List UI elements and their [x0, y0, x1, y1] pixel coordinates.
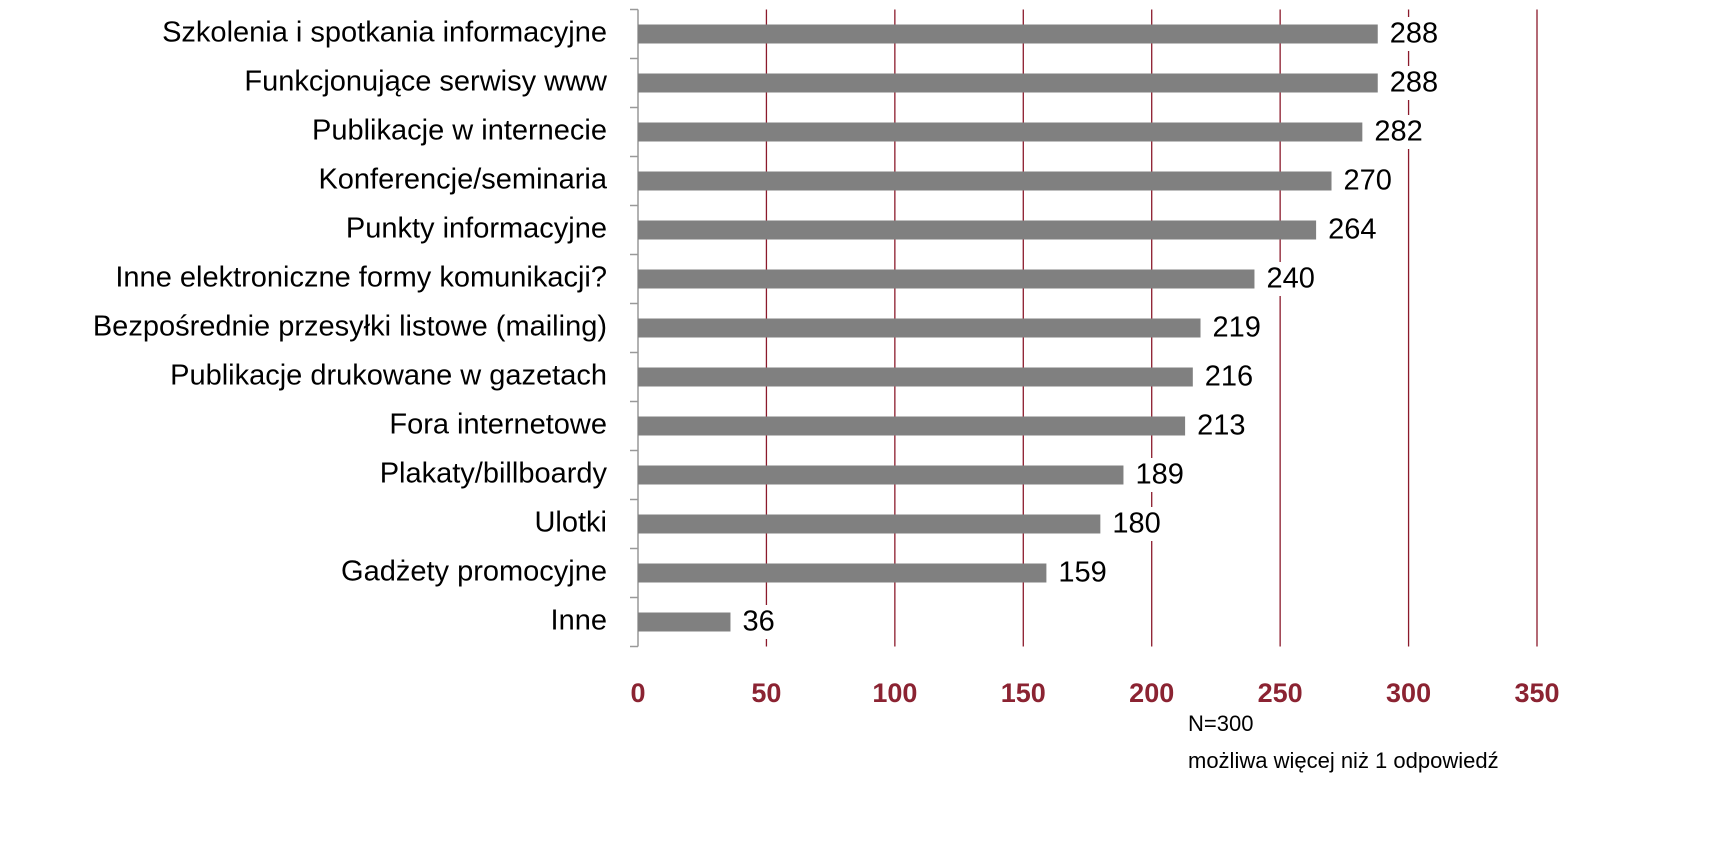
label-bg [1131, 458, 1191, 492]
value-label: 270 [1344, 165, 1392, 197]
label-bg [1054, 556, 1114, 590]
y-tick-label: Inne [551, 605, 607, 637]
value-label: 282 [1374, 116, 1422, 148]
value-label: 159 [1058, 557, 1106, 589]
bar [638, 24, 1378, 44]
value-label: 216 [1205, 361, 1253, 393]
y-tick-label: Punkty informacyjne [346, 213, 607, 245]
label-bg [1193, 409, 1253, 443]
note: możliwa więcej niż 1 odpowiedź [1188, 748, 1499, 773]
value-label: 189 [1135, 459, 1183, 491]
label-bg [738, 605, 781, 639]
bar [638, 416, 1186, 436]
y-tick-label: Publikacje w internecie [312, 115, 607, 147]
bar [638, 612, 731, 632]
bar [638, 563, 1047, 583]
x-tick-label: 100 [872, 678, 917, 708]
label-bg [1200, 360, 1260, 394]
value-label: 36 [742, 606, 774, 638]
label-bg [1339, 164, 1399, 198]
y-tick-label: Inne elektroniczne formy komunikacji? [115, 262, 607, 294]
value-label: 288 [1390, 67, 1438, 99]
label-bg [1385, 17, 1445, 51]
bar [638, 318, 1201, 338]
bar [638, 367, 1193, 387]
y-tick-label: Ulotki [534, 507, 607, 539]
value-label: 264 [1328, 214, 1376, 246]
value-label: 180 [1112, 508, 1160, 540]
bar [638, 465, 1124, 485]
x-tick-label: 50 [751, 678, 781, 708]
label-bg [1262, 262, 1322, 296]
bar [638, 220, 1317, 240]
y-tick-label: Bezpośrednie przesyłki listowe (mailing) [93, 311, 607, 343]
y-tick-label: Konferencje/seminaria [318, 164, 607, 196]
y-tick-label: Funkcjonujące serwisy www [244, 66, 608, 98]
value-label: 213 [1197, 410, 1245, 442]
label-bg [1324, 213, 1384, 247]
y-tick-label: Gadżety promocyjne [341, 556, 607, 588]
x-tick-label: 150 [1001, 678, 1046, 708]
label-bg [1208, 311, 1268, 345]
bar [638, 73, 1378, 93]
y-tick-label: Plakaty/billboardy [380, 458, 608, 490]
value-label: 240 [1266, 263, 1314, 295]
bar [638, 122, 1363, 142]
note: N=300 [1188, 711, 1253, 736]
y-tick-label: Publikacje drukowane w gazetach [170, 360, 607, 392]
x-tick-label: 300 [1386, 678, 1431, 708]
value-label: 288 [1390, 18, 1438, 50]
x-tick-label: 0 [630, 678, 645, 708]
x-tick-label: 350 [1514, 678, 1559, 708]
value-label: 219 [1213, 312, 1261, 344]
x-tick-label: 250 [1258, 678, 1303, 708]
x-tick-label: 200 [1129, 678, 1174, 708]
y-tick-label: Fora internetowe [389, 409, 607, 441]
label-bg [1108, 507, 1168, 541]
y-tick-label: Szkolenia i spotkania informacyjne [162, 17, 607, 49]
bar [638, 269, 1255, 289]
bar [638, 514, 1101, 534]
label-bg [1385, 66, 1445, 100]
label-bg [1370, 115, 1430, 149]
bar [638, 171, 1332, 191]
